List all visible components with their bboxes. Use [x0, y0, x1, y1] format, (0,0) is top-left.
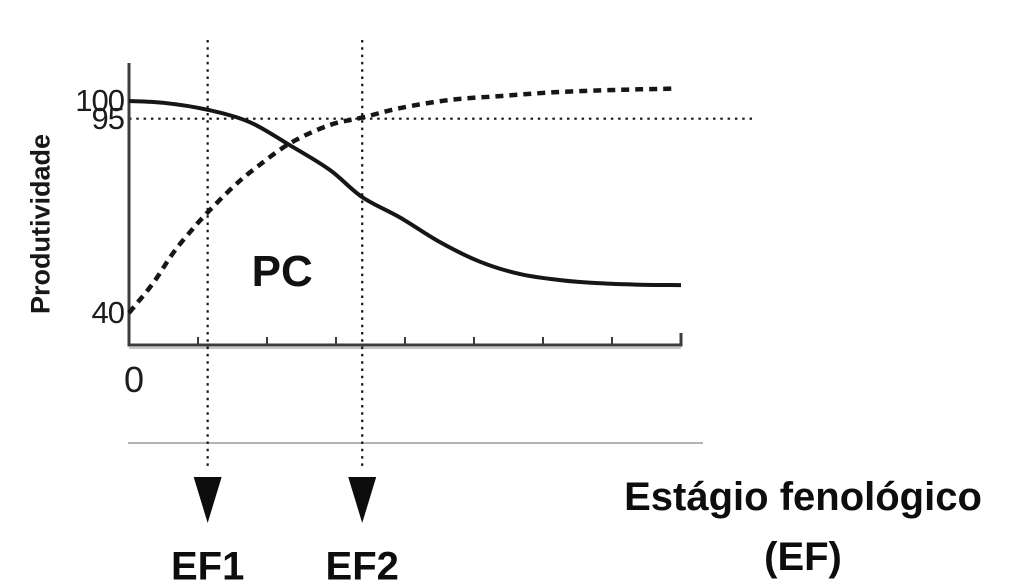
y-tick-label-95: 95 [91, 100, 125, 136]
x-axis-title-line1: Estágio fenológico [624, 475, 982, 519]
y-tick-label-40: 40 [91, 294, 125, 330]
ef2-marker-label: EF2 [325, 544, 399, 586]
ef1-marker-label: EF1 [170, 544, 245, 586]
x-axis-title: Estágio fenológico (EF) [624, 467, 982, 586]
y-tick-label-100: 100 [75, 83, 125, 118]
down-arrow-icon-ef2 [348, 477, 377, 523]
dashed-rising-curve [127, 86, 673, 315]
down-arrow-icon-ef1 [193, 477, 222, 523]
x-origin-label: 0 [123, 359, 145, 400]
solid-productivity-curve [128, 99, 682, 288]
y-axis-title: Produtividade [25, 133, 56, 315]
critical-period-label: PC [251, 247, 313, 297]
x-axis-title-line2: (EF) [764, 535, 842, 579]
